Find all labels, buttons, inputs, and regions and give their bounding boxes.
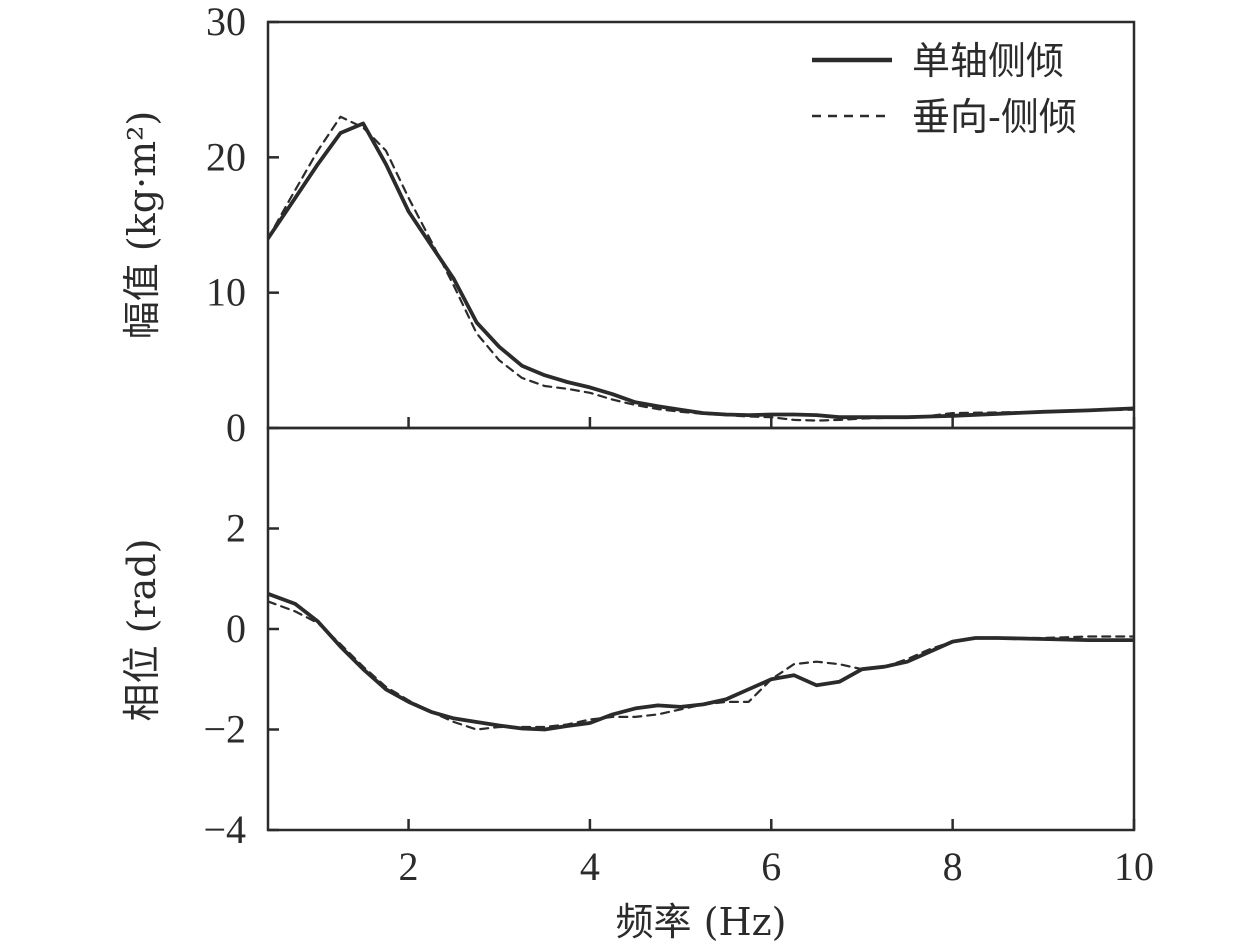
phase-plot-frame [266,426,1136,832]
legend: 单轴侧倾 垂向-侧倾 [812,39,1077,139]
magnitude-y-tick-label: 30 [206,0,246,44]
phase-x-tick-label: 2 [399,844,419,889]
phase-y-axis-label: 相位 (rad) [120,539,164,722]
phase-x-tick-label: 8 [943,844,963,889]
phase-y-tick-label: 0 [226,606,246,651]
phase-x-tick-label: 4 [580,844,600,889]
phase-y-tick-label: −2 [203,707,246,752]
legend-label-single-axis-roll: 单轴侧倾 [912,39,1064,83]
phase-series-dashed-line [268,600,1134,731]
magnitude-y-axis-label: 幅值 (kg·m²) [120,111,164,339]
magnitude-y-tick-label: 20 [206,134,246,179]
magnitude-y-tick-label: 10 [206,270,246,315]
magnitude-y-tick-label: 0 [226,405,246,450]
legend-label-vertical-roll: 垂向-侧倾 [912,95,1077,139]
phase-axis-ticks: −4 −2 0 2 2 4 6 8 10 [203,506,1154,890]
magnitude-series-solid-line [268,121,1134,420]
phase-series-solid-line [268,591,1134,732]
phase-x-tick-label: 10 [1114,844,1154,889]
magnitude-series-group [268,115,1134,422]
phase-series-group [268,591,1134,732]
magnitude-series-dashed-line [268,115,1134,422]
phase-y-tick-label: −4 [203,807,246,852]
phase-y-tick-label: 2 [226,506,246,551]
magnitude-panel: 0 10 20 30 幅值 (kg·m²) 单轴侧倾 垂向-侧倾 [120,0,1136,450]
phase-panel: −4 −2 0 2 2 4 6 8 10 相位 (rad) 频率 (Hz) [120,426,1154,944]
frequency-x-axis-label: 频率 (Hz) [616,900,787,944]
phase-x-tick-label: 6 [761,844,781,889]
magnitude-axis-ticks: 0 10 20 30 [206,0,1136,450]
